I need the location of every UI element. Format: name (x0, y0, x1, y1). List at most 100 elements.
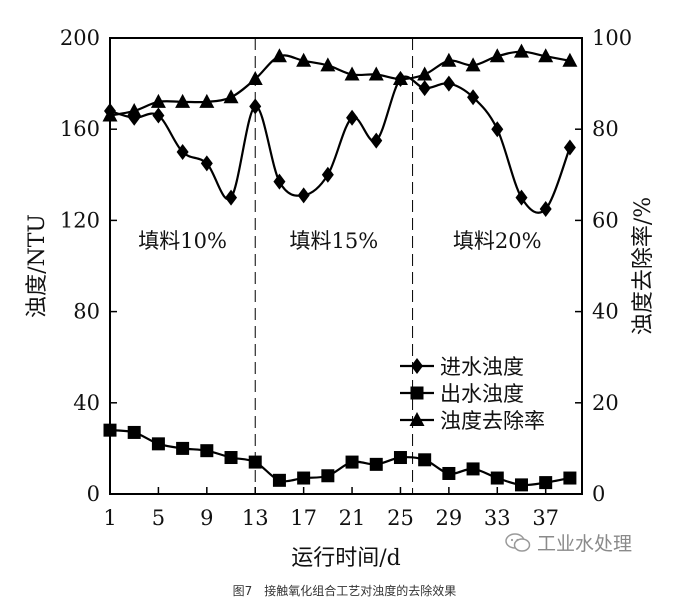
x-tick-label: 17 (290, 506, 317, 530)
series-2-point (418, 453, 432, 467)
series-2-point (539, 476, 553, 490)
series-2-point (321, 469, 335, 483)
series-3-point (175, 93, 191, 108)
y-tick-label: 120 (60, 208, 100, 232)
series-3-point (368, 66, 384, 81)
x-axis-title: 运行时间/d (291, 546, 401, 571)
series-2-point (224, 451, 238, 465)
x-tick-label: 37 (532, 506, 559, 530)
legend-label: 出水浊度 (440, 382, 524, 406)
watermark: 工业水处理 (505, 529, 632, 556)
series-3-point (465, 57, 481, 72)
series-3-point (441, 52, 457, 67)
y2-tick-label: 60 (592, 208, 619, 232)
series-2-point (127, 425, 141, 439)
x-tick-label: 13 (242, 506, 269, 530)
series-1-point (273, 173, 286, 190)
series-line-1 (109, 75, 571, 214)
legend-marker (410, 386, 424, 400)
figure-caption: 图7 接触氧化组合工艺对浊度的去除效果 (232, 584, 457, 598)
series-2-point (248, 455, 262, 469)
series-2-point (514, 478, 528, 492)
series-3-point (344, 66, 360, 81)
series-3-point (271, 48, 287, 63)
series-3-point (247, 71, 263, 86)
y2-axis-title: 浊度去除率/% (631, 197, 656, 335)
series-3-point (102, 107, 118, 122)
phase-label: 填料10% (138, 229, 227, 253)
series-3-point (126, 102, 142, 117)
x-tick-label: 5 (152, 506, 165, 530)
x-tick-label: 25 (387, 506, 414, 530)
series-3-point (489, 48, 505, 63)
series-1-point (225, 189, 238, 206)
series-2-point (466, 462, 480, 476)
series-3-point (320, 57, 336, 72)
series-1-point (491, 121, 504, 138)
series-1-point (539, 201, 552, 217)
series-3-point (392, 71, 408, 86)
series-1-point (249, 98, 262, 115)
series-3-point (538, 48, 554, 63)
series-1-point (152, 107, 165, 124)
series-3-point (199, 93, 215, 108)
label-layer: 1 5 9 13 17 21 25 29 33 37 0 40 80 120 160 200 0 20 40 60 80… (25, 26, 656, 571)
y2-tick-label: 0 (592, 482, 605, 506)
series-3-point (513, 43, 529, 58)
series-layer (102, 43, 578, 492)
series-1-point (176, 144, 189, 160)
series-2-point (200, 444, 214, 458)
phase-label: 填料20% (453, 229, 542, 253)
series-2-point (369, 457, 383, 471)
x-tick-label: 9 (200, 506, 213, 530)
series-2-point (151, 437, 165, 451)
y-tick-label: 0 (87, 482, 100, 506)
y2-tick-label: 100 (592, 26, 632, 50)
plot-frame (109, 37, 583, 495)
series-2-point (176, 441, 190, 455)
y2-tick-label: 80 (592, 117, 619, 141)
series-3-point (562, 52, 578, 67)
series-1-point (321, 166, 334, 183)
x-tick-label: 29 (436, 506, 463, 530)
series-3-point (417, 66, 433, 81)
series-1-point (442, 75, 455, 92)
y-tick-label: 80 (73, 300, 100, 324)
series-1-point (418, 80, 431, 97)
series-2-point (490, 471, 504, 485)
series-2-point (272, 473, 286, 487)
legend-label: 浊度去除率 (440, 409, 545, 433)
series-2-point (297, 471, 311, 485)
series-1-point (200, 155, 213, 172)
series-1-point (467, 89, 480, 106)
x-tick-label: 1 (103, 506, 116, 530)
y-tick-label: 200 (60, 26, 100, 50)
y2-tick-label: 20 (592, 391, 619, 415)
series-1-point (515, 189, 528, 206)
y-tick-label: 40 (73, 391, 100, 415)
series-2-point (103, 423, 117, 437)
legend-marker (409, 412, 425, 426)
x-tick-label: 33 (484, 506, 511, 530)
phase-label: 填料15% (290, 229, 379, 253)
wechat-icon (505, 532, 531, 552)
series-2-point (442, 466, 456, 480)
series-1-point (297, 187, 310, 204)
watermark-text: 工业水处理 (537, 533, 633, 555)
legend-marker (411, 358, 423, 374)
y-axis-title: 浊度/NTU (25, 214, 50, 318)
y-tick-label: 160 (60, 117, 100, 141)
series-2-point (393, 451, 407, 465)
axes-layer (109, 37, 583, 495)
series-3-point (223, 89, 239, 104)
series-3-point (296, 52, 312, 67)
x-tick-label: 21 (339, 506, 366, 530)
series-1-point (563, 139, 576, 156)
y2-tick-label: 40 (592, 300, 619, 324)
series-1-point (370, 132, 383, 149)
legend-label: 进水浊度 (440, 355, 524, 379)
series-3-point (150, 93, 166, 108)
series-2-point (345, 455, 359, 469)
series-2-point (563, 471, 577, 485)
